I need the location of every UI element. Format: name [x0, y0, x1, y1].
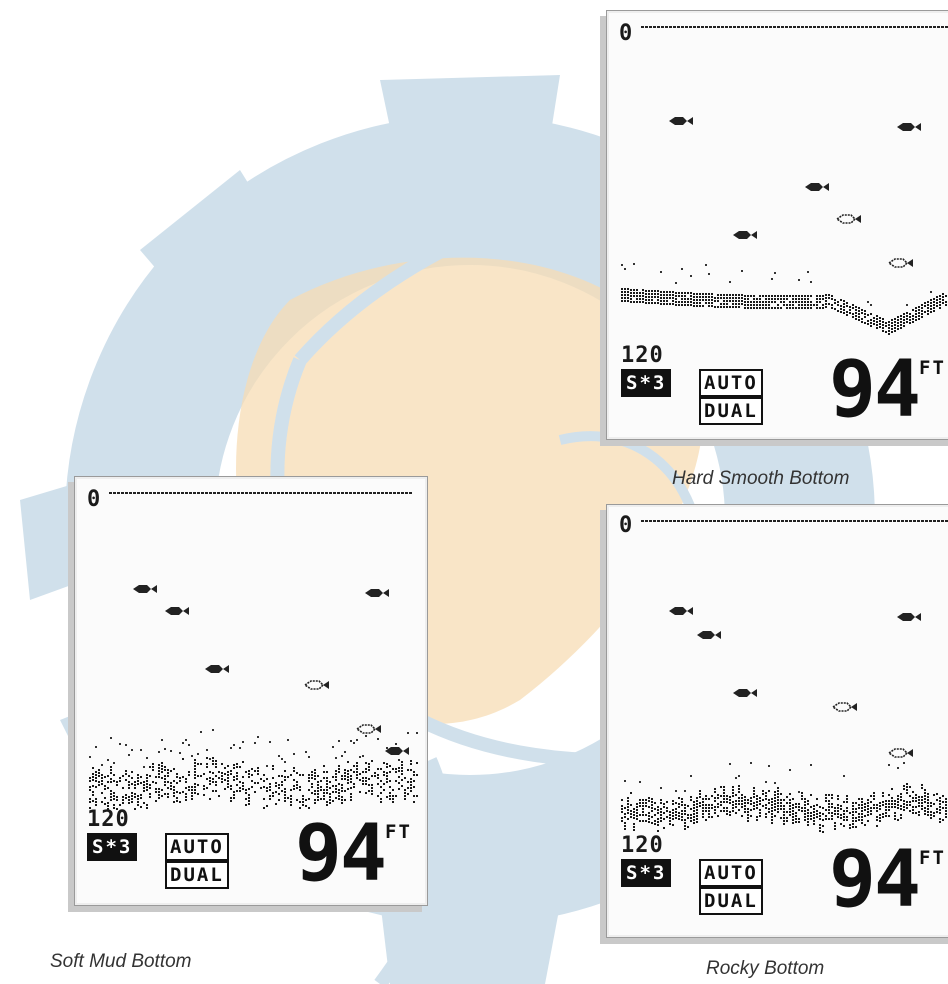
fish-symbol — [897, 613, 921, 621]
auto-badge: AUTO — [165, 833, 229, 861]
depth-readout: 94 — [829, 345, 921, 435]
fish-symbol — [831, 702, 857, 712]
depth-unit: FT — [919, 847, 946, 869]
fish-symbol — [669, 607, 693, 615]
depth-top-label: 0 — [87, 487, 102, 512]
sonar-display — [621, 26, 948, 335]
fish-symbol — [303, 680, 329, 690]
dual-badge: DUAL — [699, 397, 763, 425]
sensitivity-badge: S*3 — [87, 833, 138, 861]
fish-symbol — [887, 258, 913, 268]
bottom-return — [621, 263, 947, 335]
sonar-screen-hard-smooth: 0 120 S*3 AUTO DUAL 94 FT — [606, 10, 948, 440]
fish-symbol — [365, 589, 389, 597]
fish-symbol — [835, 214, 861, 224]
fish-symbol — [165, 607, 189, 615]
dual-badge: DUAL — [165, 861, 229, 889]
fish-symbol — [733, 231, 757, 239]
fish-symbol — [897, 123, 921, 131]
sonar-display — [621, 520, 948, 833]
fish-symbol — [887, 748, 913, 758]
sonar-screen-rocky: 0 120 S*3 AUTO DUAL 94 FT — [606, 504, 948, 938]
depth-unit: FT — [919, 357, 946, 379]
caption-hard-smooth: Hard Smooth Bottom — [672, 468, 850, 489]
sensitivity-badge: S*3 — [621, 859, 672, 887]
auto-badge: AUTO — [699, 369, 763, 397]
bottom-return — [621, 762, 947, 833]
fish-symbol — [385, 747, 409, 755]
sensitivity-badge: S*3 — [621, 369, 672, 397]
auto-badge: AUTO — [699, 859, 763, 887]
caption-rocky: Rocky Bottom — [706, 958, 825, 979]
depth-top-label: 0 — [619, 513, 634, 538]
fish-symbol — [355, 724, 381, 734]
fish-symbol — [133, 585, 157, 593]
fish-symbol — [805, 183, 829, 191]
sonar-screen-soft-mud: 0 120 S*3 AUTO DUAL 94 FT — [74, 476, 428, 906]
fish-symbol — [205, 665, 229, 673]
depth-bottom-label: 120 — [87, 807, 130, 832]
depth-top-label: 0 — [619, 21, 634, 46]
dual-badge: DUAL — [699, 887, 763, 915]
depth-readout: 94 — [295, 809, 387, 899]
fish-symbol — [697, 631, 721, 639]
depth-bottom-label: 120 — [621, 343, 664, 368]
depth-readout: 94 — [829, 835, 921, 925]
sonar-display — [89, 492, 418, 810]
bottom-return — [89, 729, 418, 810]
depth-unit: FT — [385, 821, 412, 843]
fish-symbol — [733, 689, 757, 697]
fish-symbol — [669, 117, 693, 125]
depth-bottom-label: 120 — [621, 833, 664, 858]
caption-soft-mud: Soft Mud Bottom — [50, 951, 192, 972]
